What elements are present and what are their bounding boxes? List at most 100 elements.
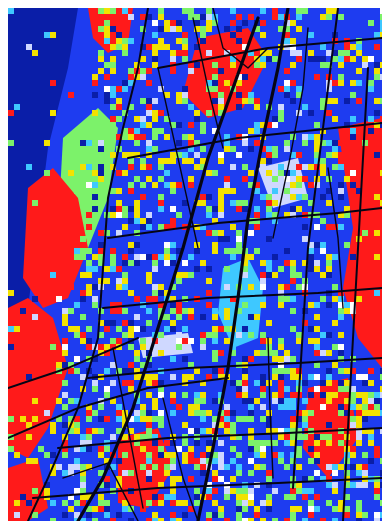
land-cover-pixel: [338, 290, 344, 296]
land-cover-pixel: [380, 74, 382, 80]
land-cover-pixel: [206, 194, 212, 200]
land-cover-pixel: [152, 374, 158, 380]
land-cover-pixel: [230, 434, 236, 440]
land-cover-pixel: [224, 428, 230, 434]
land-cover-pixel: [122, 134, 128, 140]
land-cover-pixel: [266, 194, 272, 200]
land-cover-pixel: [242, 176, 248, 182]
land-cover-pixel: [224, 26, 230, 32]
land-cover-pixel: [284, 284, 290, 290]
land-cover-pixel: [236, 152, 242, 158]
land-cover-pixel: [86, 266, 92, 272]
land-cover-pixel: [368, 434, 374, 440]
land-cover-pixel: [26, 164, 32, 170]
land-cover-pixel: [254, 452, 260, 458]
land-cover-pixel: [254, 206, 260, 212]
land-cover-pixel: [164, 440, 170, 446]
land-cover-pixel: [116, 284, 122, 290]
land-cover-pixel: [230, 188, 236, 194]
land-cover-pixel: [194, 116, 200, 122]
land-cover-pixel: [314, 506, 320, 512]
land-cover-pixel: [188, 62, 194, 68]
land-cover-pixel: [170, 494, 176, 500]
land-cover-pixel: [338, 500, 344, 506]
land-cover-pixel: [314, 374, 320, 380]
land-cover-pixel: [86, 272, 92, 278]
land-cover-pixel: [152, 512, 158, 518]
land-cover-pixel: [68, 464, 74, 470]
land-cover-pixel: [158, 494, 164, 500]
land-cover-pixel: [194, 152, 200, 158]
land-cover-pixel: [116, 98, 122, 104]
land-cover-pixel: [140, 14, 146, 20]
land-cover-pixel: [86, 512, 92, 518]
land-cover-pixel: [158, 392, 164, 398]
land-cover-pixel: [74, 458, 80, 464]
land-cover-pixel: [212, 512, 218, 518]
land-cover-pixel: [134, 152, 140, 158]
land-cover-pixel: [230, 248, 236, 254]
land-cover-pixel: [248, 314, 254, 320]
land-cover-pixel: [146, 272, 152, 278]
land-cover-pixel: [86, 494, 92, 500]
land-cover-pixel: [182, 158, 188, 164]
land-cover-pixel: [110, 320, 116, 326]
land-cover-pixel: [278, 362, 284, 368]
land-cover-pixel: [266, 344, 272, 350]
land-cover-pixel: [380, 170, 382, 176]
land-cover-pixel: [374, 512, 380, 518]
land-cover-pixel: [56, 296, 62, 302]
land-cover-pixel: [356, 410, 362, 416]
road-diagonal-1: [8, 337, 139, 389]
land-cover-pixel: [362, 56, 368, 62]
land-cover-pixel: [176, 278, 182, 284]
land-cover-pixel: [122, 470, 128, 476]
land-cover-pixel: [314, 386, 320, 392]
land-cover-pixel: [350, 482, 356, 488]
land-cover-pixel: [248, 254, 254, 260]
land-cover-pixel: [350, 446, 356, 452]
land-cover-pixel: [212, 86, 218, 92]
map-viewport[interactable]: [8, 8, 382, 521]
land-cover-pixel: [206, 518, 212, 521]
land-cover-pixel: [308, 458, 314, 464]
land-cover-pixel: [380, 500, 382, 506]
land-cover-pixel: [230, 410, 236, 416]
land-cover-pixel: [128, 362, 134, 368]
land-cover-pixel: [230, 20, 236, 26]
land-cover-pixel: [254, 188, 260, 194]
land-cover-pixel: [338, 410, 344, 416]
land-cover-pixel: [374, 482, 380, 488]
land-cover-pixel: [272, 176, 278, 182]
land-cover-pixel: [200, 452, 206, 458]
land-cover-pixel: [98, 242, 104, 248]
land-cover-pixel: [242, 254, 248, 260]
land-cover-pixel: [188, 458, 194, 464]
land-cover-pixel: [254, 212, 260, 218]
land-cover-pixel: [116, 14, 122, 20]
land-cover-pixel: [212, 74, 218, 80]
land-cover-pixel: [284, 356, 290, 362]
land-cover-pixel: [182, 32, 188, 38]
land-cover-pixel: [158, 26, 164, 32]
land-cover-pixel: [218, 92, 224, 98]
land-cover-pixel: [332, 8, 338, 14]
land-cover-pixel: [242, 494, 248, 500]
land-cover-pixel: [332, 470, 338, 476]
land-cover-pixel: [170, 374, 176, 380]
land-cover-pixel: [344, 410, 350, 416]
land-cover-pixel: [326, 140, 332, 146]
land-cover-pixel: [98, 494, 104, 500]
land-cover-pixel: [194, 368, 200, 374]
land-cover-pixel: [380, 200, 382, 206]
land-cover-pixel: [212, 332, 218, 338]
land-cover-pixel: [194, 26, 200, 32]
land-cover-pixel: [146, 410, 152, 416]
land-cover-pixel: [380, 8, 382, 14]
land-cover-pixel: [224, 494, 230, 500]
land-cover-pixel: [104, 230, 110, 236]
land-cover-pixel: [344, 494, 350, 500]
land-cover-pixel: [116, 302, 122, 308]
land-cover-pixel: [290, 134, 296, 140]
land-cover-pixel: [248, 458, 254, 464]
